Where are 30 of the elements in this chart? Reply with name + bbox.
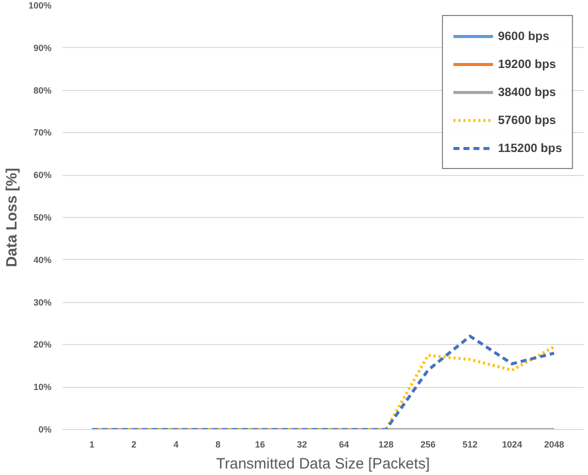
x-tick-label: 2	[131, 440, 136, 450]
x-tick-label: 256	[420, 440, 436, 450]
y-tick-label: 90%	[33, 42, 52, 53]
y-tick-label: 70%	[33, 128, 52, 138]
x-tick-label: 64	[339, 440, 350, 450]
y-tick-label: 50%	[33, 212, 52, 222]
x-tick-label: 1	[89, 440, 94, 450]
y-tick-label: 100%	[28, 0, 52, 10]
legend-label: 9600 bps	[498, 29, 550, 43]
x-tick-label: 128	[378, 440, 394, 450]
x-tick-label: 8	[215, 440, 220, 450]
y-tick-label: 40%	[33, 254, 52, 265]
x-tick-label: 512	[462, 440, 478, 450]
y-tick-label: 80%	[33, 85, 52, 96]
legend-label: 115200 bps	[498, 141, 562, 155]
x-tick-label: 32	[296, 440, 307, 450]
y-tick-label: 60%	[33, 170, 52, 180]
y-tick-label: 0%	[38, 424, 52, 434]
y-axis-title: Data Loss [%]	[3, 168, 20, 268]
legend-label: 38400 bps	[498, 85, 556, 99]
legend-label: 19200 bps	[498, 57, 556, 71]
x-tick-label: 1024	[502, 440, 522, 450]
y-tick-label: 20%	[33, 340, 52, 350]
x-tick-label: 2048	[544, 440, 564, 450]
legend-label: 57600 bps	[498, 113, 556, 127]
x-tick-label: 4	[173, 440, 178, 450]
y-tick-label: 30%	[33, 297, 52, 308]
x-axis-title: Transmitted Data Size [Packets]	[216, 456, 430, 472]
y-tick-label: 10%	[33, 382, 52, 392]
x-tick-label: 16	[254, 440, 265, 450]
